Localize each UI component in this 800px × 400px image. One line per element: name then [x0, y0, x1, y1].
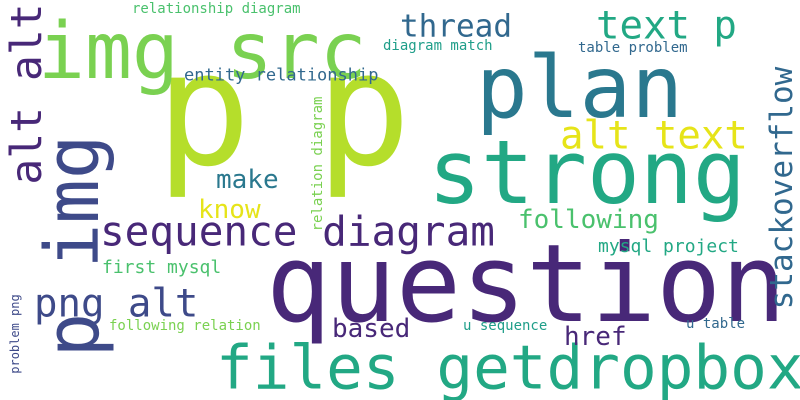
word-based: based — [332, 316, 410, 342]
word-href: href — [564, 324, 627, 350]
word-make: make — [216, 167, 279, 193]
word-entity-relationship: entity relationship — [184, 68, 378, 85]
word-problem-png: problem png — [9, 294, 21, 373]
word-files-getdropbox: files getdropbox — [216, 338, 800, 399]
word-first-mysql: first mysql — [102, 259, 221, 277]
word-table-problem: table problem — [578, 41, 688, 55]
word-following: following — [518, 207, 659, 233]
word-alt-text: alt text — [560, 117, 748, 156]
word-stackoverflow: stackoverflow — [767, 67, 798, 310]
word-relationship-diagram: relationship diagram — [132, 2, 301, 16]
word-relation-diagram: relation diagram — [311, 97, 325, 232]
word-mysql-project: mysql project — [598, 238, 739, 256]
word-u-table: u table — [686, 317, 745, 331]
word-know: know — [198, 197, 261, 223]
word-alt-alt: alt alt — [6, 3, 49, 184]
word-following-relation: following relation — [109, 319, 261, 333]
word-u-sequence: u sequence — [463, 319, 547, 333]
word-diagram-match: diagram match — [383, 39, 493, 53]
word-sequence-diagram: sequence diagram — [100, 212, 495, 253]
